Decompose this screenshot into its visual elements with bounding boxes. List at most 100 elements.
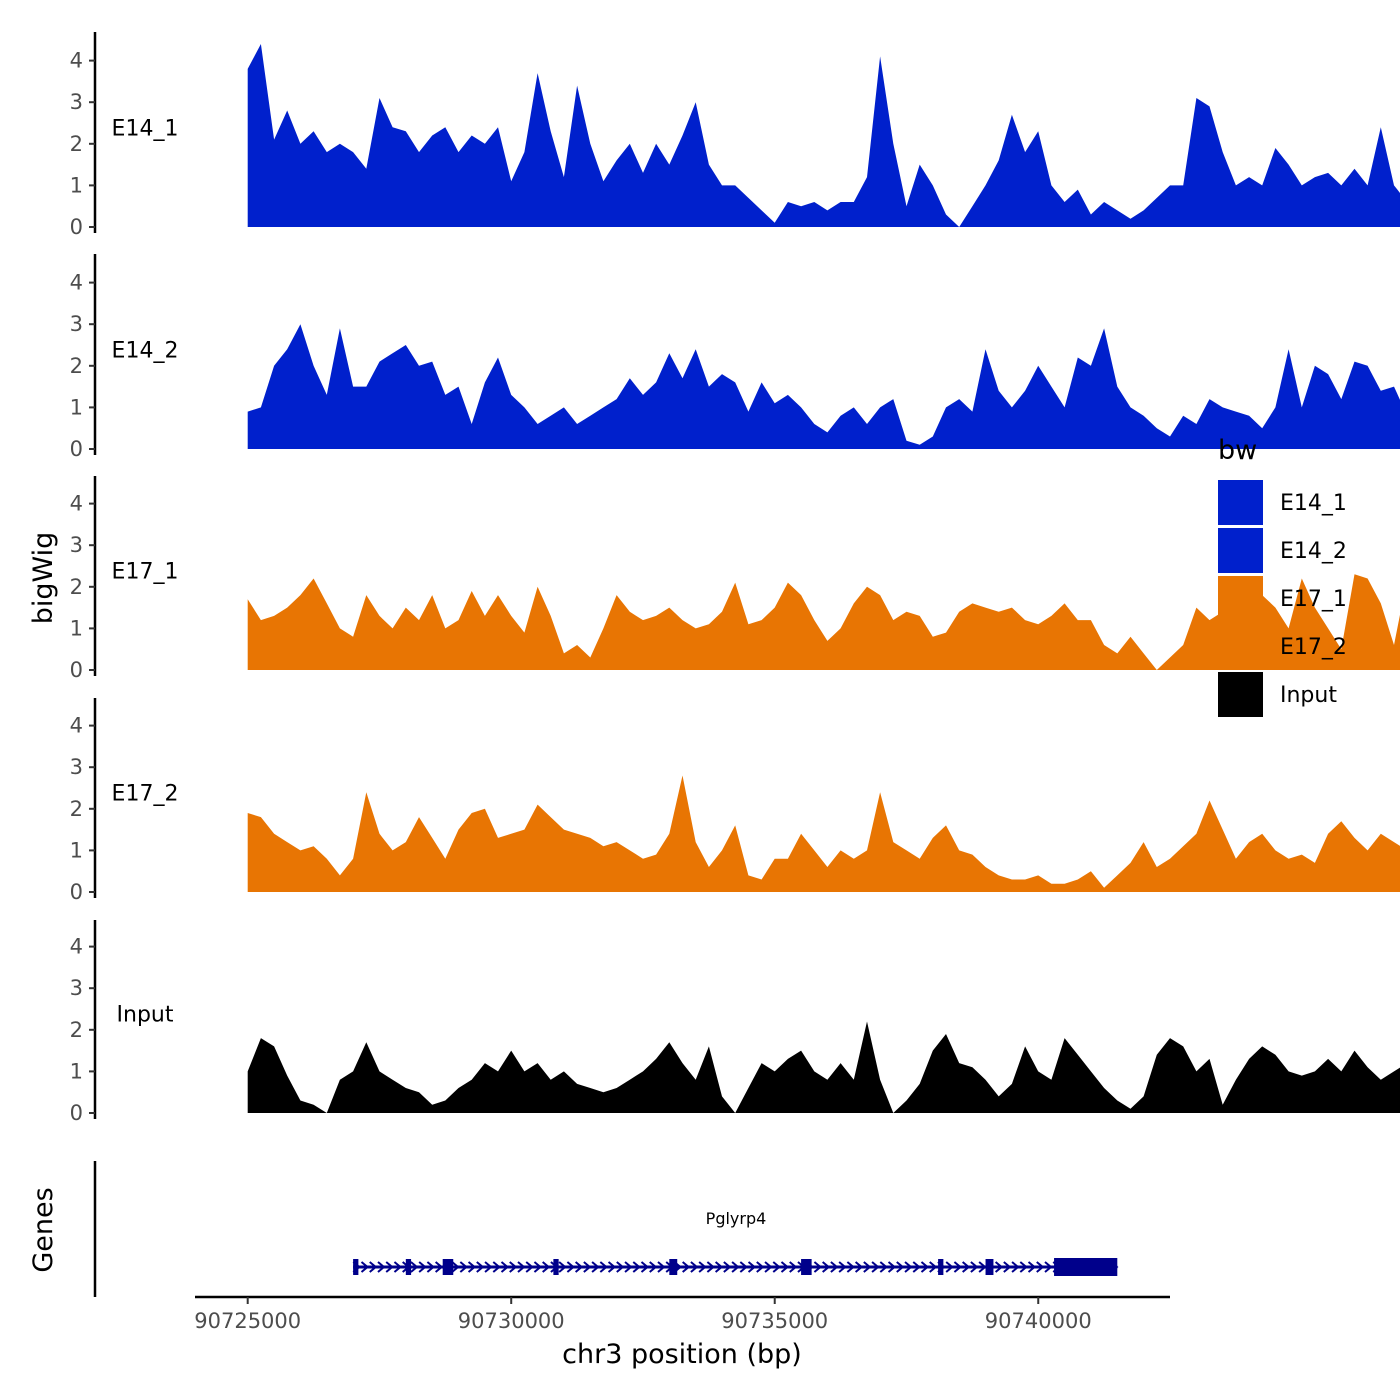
x-tick-label: 90740000 xyxy=(985,1309,1092,1333)
track-e14-2: 0 1 2 3 4 E14_2 xyxy=(70,254,1400,461)
track-label: E14_2 xyxy=(112,338,179,363)
area-series-e17-1 xyxy=(247,574,1400,670)
gene-exon xyxy=(669,1259,678,1275)
legend-label: E14_2 xyxy=(1280,539,1347,564)
strand-arrow xyxy=(912,1261,921,1273)
strand-arrow xyxy=(649,1261,658,1273)
track-input: 0 1 2 3 4 Input xyxy=(70,920,1400,1125)
y-tick-label: 1 xyxy=(70,838,83,862)
track-label: E17_1 xyxy=(112,559,179,584)
gene-exon xyxy=(353,1259,359,1275)
strand-arrow xyxy=(789,1261,798,1273)
gene-exon xyxy=(985,1259,994,1275)
strand-arrow xyxy=(731,1261,740,1273)
gene-exon xyxy=(553,1259,559,1275)
strand-arrow xyxy=(377,1261,386,1273)
strand-arrow xyxy=(542,1261,551,1273)
strand-arrow xyxy=(393,1261,403,1273)
y-tick-label: 3 xyxy=(70,312,83,336)
strand-arrow xyxy=(467,1261,477,1273)
y-tick-label: 2 xyxy=(70,132,83,156)
strand-arrow xyxy=(896,1261,905,1273)
strand-arrow xyxy=(616,1261,625,1273)
strand-arrow xyxy=(887,1261,897,1273)
strand-arrow xyxy=(533,1261,542,1273)
strand-arrow xyxy=(978,1261,987,1273)
y-tick-label: 4 xyxy=(70,271,83,295)
strand-arrow xyxy=(764,1261,773,1273)
legend-label: E17_2 xyxy=(1280,635,1347,660)
strand-arrow xyxy=(747,1261,757,1273)
strand-arrow xyxy=(846,1261,855,1273)
legend-swatch xyxy=(1218,672,1263,717)
strand-arrow xyxy=(492,1261,501,1273)
legend-swatch xyxy=(1218,480,1263,525)
y-tick-label: 1 xyxy=(70,1059,83,1083)
gene-exon xyxy=(938,1259,944,1275)
legend-label: E17_1 xyxy=(1280,587,1347,612)
strand-arrow xyxy=(953,1261,962,1273)
strand-arrow xyxy=(434,1261,444,1273)
strand-arrow xyxy=(854,1261,864,1273)
strand-arrow xyxy=(624,1261,633,1273)
strand-arrow xyxy=(418,1261,427,1273)
strand-arrow xyxy=(772,1261,781,1273)
strand-arrow xyxy=(1011,1261,1020,1273)
legend-title: bw xyxy=(1218,435,1257,466)
legend-swatch xyxy=(1218,528,1263,573)
strand-arrow xyxy=(360,1261,370,1273)
strand-arrow xyxy=(863,1261,872,1273)
gene-label: Pglyrp4 xyxy=(706,1209,767,1228)
strand-arrow xyxy=(739,1261,748,1273)
y-tick-label: 2 xyxy=(70,354,83,378)
strand-arrow xyxy=(500,1261,510,1273)
legend-label: E14_1 xyxy=(1280,491,1347,516)
strand-arrow xyxy=(410,1261,419,1273)
strand-arrow xyxy=(385,1261,394,1273)
strand-arrow xyxy=(929,1261,938,1273)
strand-arrow xyxy=(484,1261,493,1273)
y-tick-label: 4 xyxy=(70,935,83,959)
x-axis-title: chr3 position (bp) xyxy=(562,1339,802,1370)
strand-arrow xyxy=(920,1261,930,1273)
strand-arrow xyxy=(1044,1261,1053,1273)
gene-panel: Pglyrp4 xyxy=(93,1161,1119,1297)
strand-arrow xyxy=(632,1261,641,1273)
strand-arrow xyxy=(970,1261,979,1273)
strand-arrow xyxy=(1003,1261,1012,1273)
strand-arrow xyxy=(509,1261,518,1273)
strand-arrow xyxy=(706,1261,715,1273)
y-tick-label: 0 xyxy=(70,658,83,682)
gene-exon xyxy=(1054,1258,1118,1276)
x-tick-label: 90735000 xyxy=(721,1309,828,1333)
strand-arrow xyxy=(599,1261,608,1273)
y-tick-label: 3 xyxy=(70,533,83,557)
strand-arrow xyxy=(1027,1261,1037,1273)
track-label: E14_1 xyxy=(112,116,179,141)
strand-arrow xyxy=(698,1261,707,1273)
strand-arrow xyxy=(838,1261,847,1273)
y-tick-label: 2 xyxy=(70,1018,83,1042)
y-tick-label: 2 xyxy=(70,575,83,599)
y-tick-label: 0 xyxy=(70,1101,83,1125)
y-tick-label: 4 xyxy=(70,492,83,516)
strand-arrow xyxy=(566,1261,575,1273)
strand-arrow xyxy=(525,1261,534,1273)
strand-arrow xyxy=(517,1261,526,1273)
area-series-e17-2 xyxy=(247,775,1400,892)
y-tick-label: 0 xyxy=(70,880,83,904)
y-tick-label: 3 xyxy=(70,755,83,779)
y-tick-label: 0 xyxy=(70,437,83,461)
track-e14-1: 0 1 2 3 4 E14_1 xyxy=(70,32,1400,239)
strand-arrow xyxy=(994,1261,1004,1273)
area-series-input xyxy=(247,1021,1400,1113)
y-axis-title: bigWig xyxy=(28,532,59,625)
area-series-e14-1 xyxy=(247,44,1400,227)
gene-exon xyxy=(801,1259,812,1275)
strand-arrow xyxy=(607,1261,617,1273)
x-axis: 90725000 90730000 90735000 90740000 xyxy=(194,1295,1170,1333)
strand-arrow xyxy=(583,1261,592,1273)
strand-arrow xyxy=(369,1261,378,1273)
strand-arrow xyxy=(574,1261,584,1273)
